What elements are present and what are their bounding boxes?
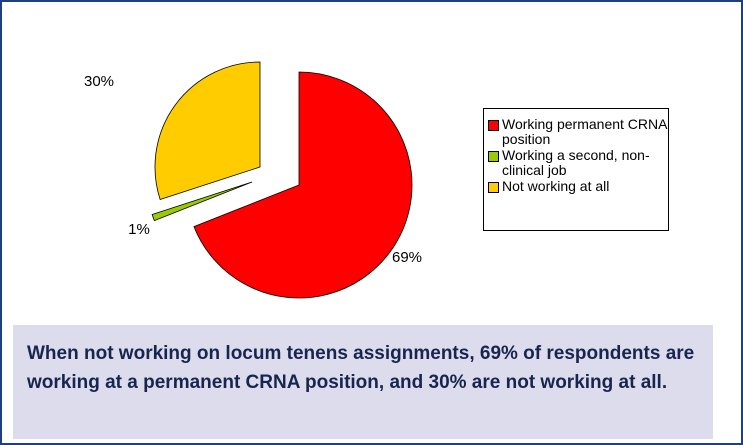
legend: Working permanent CRNA position Working a…: [483, 108, 669, 231]
slice-label: 30%: [84, 73, 114, 90]
slice-label: 69%: [392, 249, 422, 266]
legend-item: Working permanent CRNA position: [488, 117, 668, 147]
legend-label: Working a second, non-clinical job: [502, 147, 650, 178]
legend-item: Not working at all: [488, 179, 668, 194]
pie-slice: [193, 71, 413, 299]
caption: When not working on locum tenens assignm…: [13, 325, 713, 439]
legend-swatch: [488, 182, 499, 193]
pie-slice: [151, 181, 253, 222]
legend-label: Working permanent CRNA position: [502, 116, 667, 147]
slice-label: 1%: [128, 221, 150, 238]
pie-slice: [154, 61, 261, 200]
legend-label: Not working at all: [502, 178, 610, 194]
legend-swatch: [488, 151, 499, 162]
legend-swatch: [488, 120, 499, 131]
legend-item: Working a second, non-clinical job: [488, 148, 668, 178]
